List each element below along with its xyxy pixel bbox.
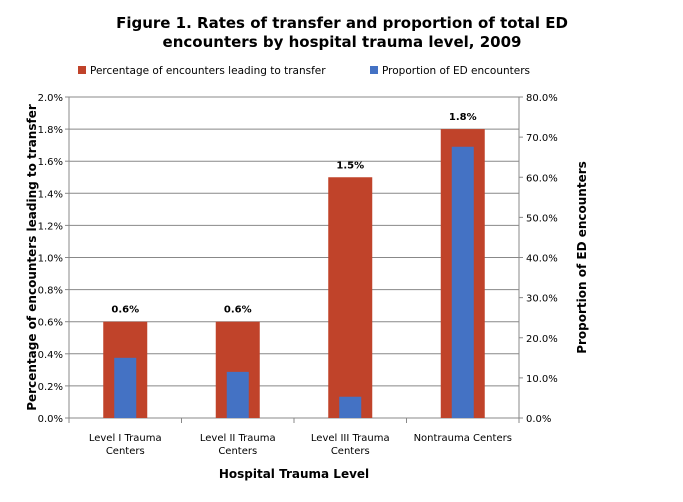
bar-proportion xyxy=(339,396,362,418)
y2-tick-label: 60.0% xyxy=(526,173,558,184)
y-tick-label: 0.8% xyxy=(38,286,63,297)
y-tick-label: 1.6% xyxy=(38,157,63,168)
chart-title: Figure 1. Rates of transfer and proporti… xyxy=(116,14,568,32)
x-tick-label: Centers xyxy=(106,446,145,457)
y2-tick-label: 80.0% xyxy=(526,93,558,104)
y-tick-label: 1.0% xyxy=(38,254,63,265)
x-tick-label: Centers xyxy=(331,446,370,457)
y2-tick-label: 30.0% xyxy=(526,294,558,305)
x-tick-label: Centers xyxy=(218,446,257,457)
legend-label: Percentage of encounters leading to tran… xyxy=(90,65,326,77)
y2-tick-label: 20.0% xyxy=(526,334,558,345)
data-label: 1.8% xyxy=(449,112,477,123)
legend-swatch xyxy=(78,66,86,74)
x-tick-label: Level I Trauma xyxy=(89,433,162,444)
y-tick-label: 1.2% xyxy=(38,221,63,232)
y2-axis-title: Proportion of ED encounters xyxy=(575,161,589,354)
data-label: 1.5% xyxy=(336,160,364,171)
y-tick-label: 0.6% xyxy=(38,318,63,329)
bar-proportion xyxy=(114,357,137,418)
legend-label: Proportion of ED encounters xyxy=(382,65,530,77)
y-tick-label: 1.8% xyxy=(38,125,63,136)
data-label: 0.6% xyxy=(224,305,252,316)
x-tick-label: Level III Trauma xyxy=(311,433,390,444)
y2-tick-label: 10.0% xyxy=(526,374,558,385)
legend-swatch xyxy=(370,66,378,74)
data-label: 0.6% xyxy=(111,305,139,316)
chart-title: encounters by hospital trauma level, 200… xyxy=(163,33,522,51)
x-tick-label: Nontrauma Centers xyxy=(414,433,512,444)
y-tick-label: 2.0% xyxy=(38,93,63,104)
x-tick-label: Level II Trauma xyxy=(200,433,276,444)
y2-tick-label: 50.0% xyxy=(526,213,558,224)
y2-tick-label: 70.0% xyxy=(526,133,558,144)
y-tick-label: 0.4% xyxy=(38,350,63,361)
y-tick-label: 1.4% xyxy=(38,189,63,200)
y2-tick-label: 0.0% xyxy=(526,414,551,425)
bar-proportion xyxy=(226,371,249,418)
x-axis-title: Hospital Trauma Level xyxy=(219,467,369,481)
y2-tick-label: 40.0% xyxy=(526,254,558,265)
bar-proportion xyxy=(451,146,474,418)
y-axis-title: Percentage of encounters leading to tran… xyxy=(25,104,39,411)
y-tick-label: 0.2% xyxy=(38,382,63,393)
bar-transfer xyxy=(328,177,373,418)
y-tick-label: 0.0% xyxy=(38,414,63,425)
